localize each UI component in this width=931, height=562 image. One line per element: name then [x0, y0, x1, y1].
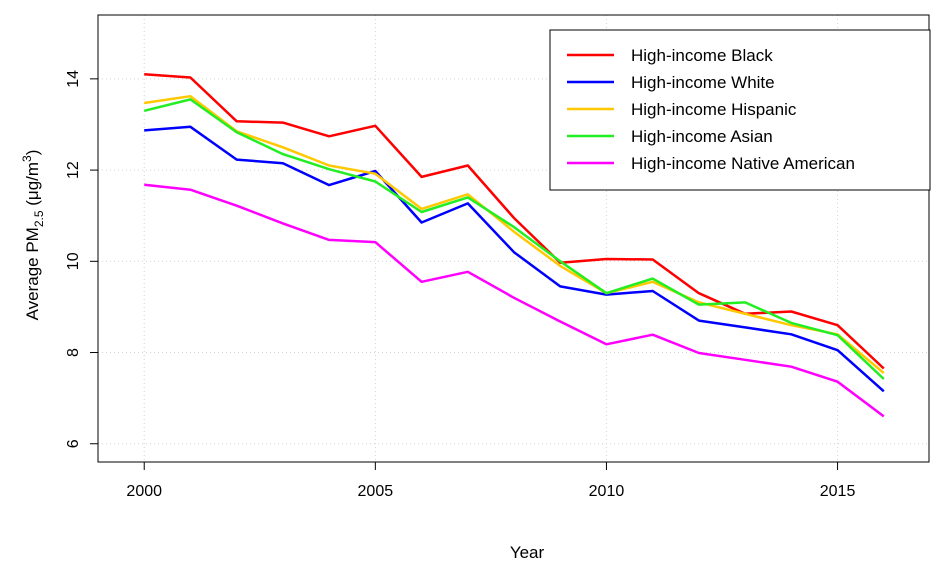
x-axis-title: Year	[510, 543, 545, 562]
series-line-high-income-hispanic	[144, 94, 885, 375]
legend-label-high-income-asian: High-income Asian	[631, 127, 773, 146]
y-axis-title-subscript: 2.5	[32, 210, 46, 227]
x-tick-label: 2000	[126, 483, 162, 500]
grid-lines	[98, 15, 930, 462]
y-axis-title-unit-close: )	[23, 150, 42, 156]
y-tick-label: 12	[65, 161, 82, 179]
y-axis-title-unit-open: (μg/m	[23, 162, 42, 211]
series-line-high-income-white	[144, 125, 885, 393]
series-line-high-income-black	[144, 73, 885, 370]
legend: High-income Black High-income White High-i…	[549, 29, 931, 191]
x-tick-label: 2015	[820, 483, 856, 500]
plot-frame	[97, 14, 930, 463]
y-axis-title: Average PM2.5 (μg/m3)	[20, 150, 46, 321]
x-tick-label: 2005	[358, 483, 394, 500]
y-tick-label: 10	[65, 252, 82, 270]
y-tick-label: 6	[65, 439, 82, 448]
y-axis: 6 8 10 12 14	[65, 70, 98, 448]
y-tick-label: 8	[65, 348, 82, 357]
series-lines	[143, 73, 885, 418]
y-axis-title-superscript: 3	[20, 155, 34, 162]
series-line-high-income-native-american	[144, 183, 885, 418]
legend-label-high-income-white: High-income White	[631, 73, 775, 92]
series-line-high-income-asian	[143, 98, 885, 380]
legend-label-high-income-hispanic: High-income Hispanic	[631, 100, 797, 119]
legend-label-high-income-black: High-income Black	[631, 46, 773, 65]
y-tick-label: 14	[65, 70, 82, 88]
x-tick-label: 2010	[589, 483, 625, 500]
x-axis: 2000 2005 2010 2015	[126, 462, 855, 500]
legend-label-high-income-native-american: High-income Native American	[631, 154, 855, 173]
y-axis-title-prefix: Average PM	[23, 227, 42, 320]
